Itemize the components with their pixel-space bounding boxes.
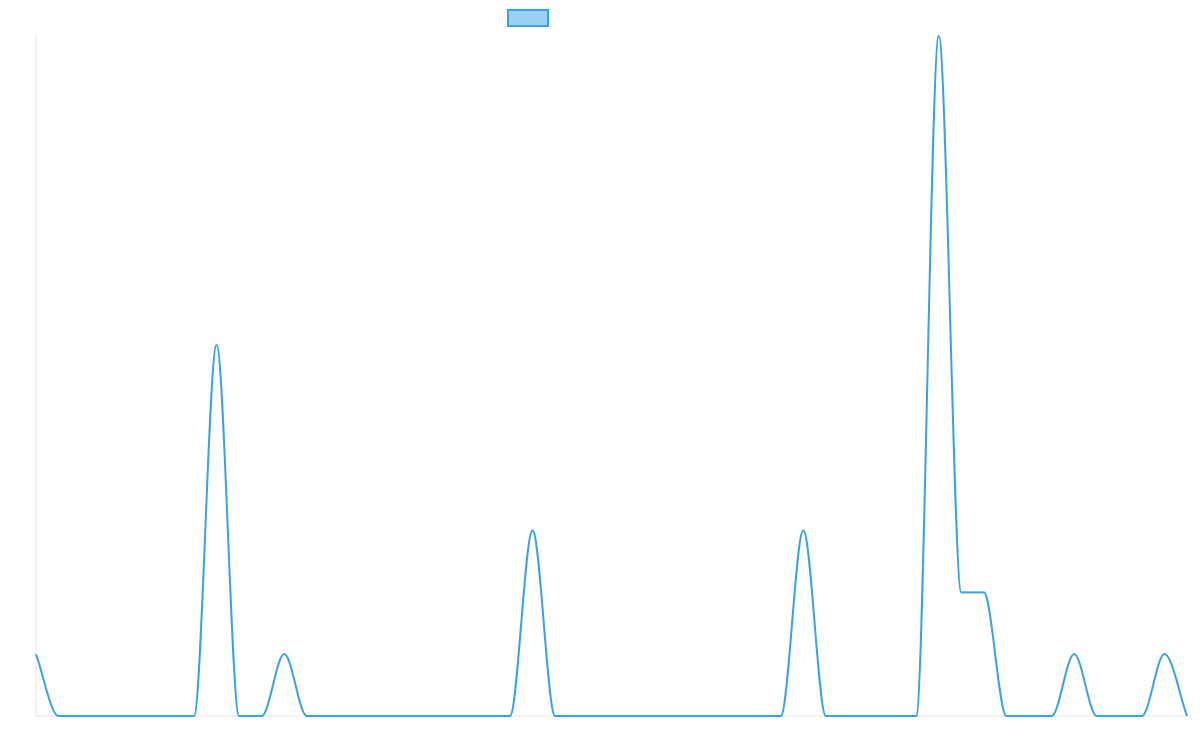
legend[interactable] — [507, 9, 549, 27]
series-layer — [35, 35, 1188, 717]
series-line-0 — [35, 35, 1188, 717]
axes — [35, 36, 1187, 717]
legend-swatch-0[interactable] — [507, 9, 549, 27]
